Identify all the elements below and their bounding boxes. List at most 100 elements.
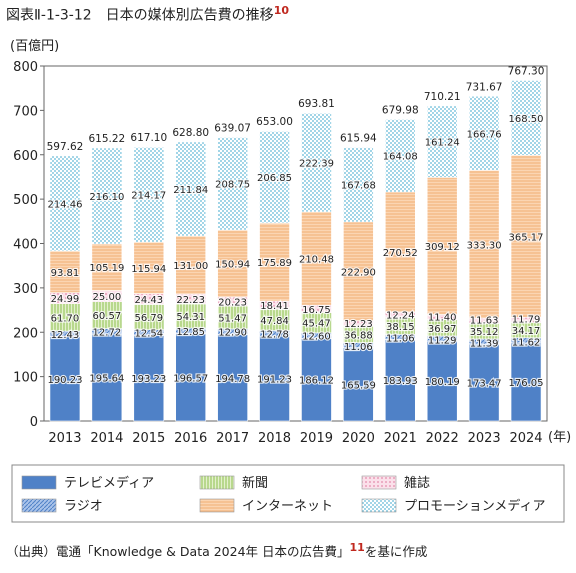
bar-total-label: 653.00 — [256, 116, 293, 128]
bar-value-halo: 222.39 — [299, 158, 334, 169]
bar-value-halo: 190.23 — [47, 375, 82, 386]
legend-item-新聞: 新聞 — [199, 475, 268, 491]
bar-value-label: 214.17 — [131, 191, 166, 202]
bar-value-label: 131.00 — [173, 261, 208, 272]
legend-item-インターネット: インターネット — [199, 498, 333, 514]
bar-segment-プロモーションメディア — [259, 130, 290, 224]
bar-value-halo: 309.12 — [425, 242, 460, 253]
bar-value-label: 18.41 — [260, 301, 289, 312]
bar-segment-プロモーションメディア — [175, 141, 207, 237]
y-tick-label: 400 — [13, 238, 38, 253]
bar-value-label: 36.88 — [344, 330, 373, 341]
bar-value-label: 180.19 — [425, 377, 460, 388]
bar-value-halo: 47.84 — [260, 316, 289, 327]
legend-swatch — [199, 498, 235, 513]
bar-value-label: 11.06 — [344, 342, 373, 353]
y-tick-label: 700 — [13, 104, 38, 119]
y-tick-label: 800 — [13, 60, 38, 75]
bar-value-label: 333.30 — [467, 240, 502, 251]
bar-value-halo: 25.00 — [93, 292, 122, 303]
legend-label: インターネット — [242, 499, 333, 514]
bar-value-label: 105.19 — [89, 263, 124, 274]
bar-value-label: 25.00 — [93, 292, 122, 303]
bar-value-halo: 183.93 — [383, 376, 418, 387]
bar-value-label: 12.60 — [302, 332, 331, 343]
bar-segment-テレビメディア — [301, 338, 332, 422]
bar-value-label: 195.64 — [89, 374, 124, 385]
bar-segment-プロモーションメディア — [426, 105, 458, 178]
bar-value-label: 175.89 — [257, 258, 292, 269]
bar-value-halo: 115.94 — [131, 264, 166, 275]
bar-value-label: 365.17 — [509, 232, 544, 243]
bar-value-halo: 35.12 — [470, 327, 499, 338]
bar-value-halo: 105.19 — [89, 263, 124, 274]
figure-title-ref: 10 — [273, 4, 289, 17]
bar-value-label: 150.94 — [215, 260, 250, 271]
bar-value-halo: 61.70 — [51, 313, 80, 324]
bar-value-halo: 11.63 — [470, 316, 499, 327]
bar-value-halo: 176.05 — [509, 378, 544, 389]
bar-total-label: 597.62 — [47, 141, 84, 153]
bar-2016: 196.57196.5712.8512.8554.3154.3122.2322.… — [172, 127, 209, 422]
bar-value-label: 12.43 — [51, 330, 80, 341]
bar-value-halo: 51.47 — [218, 313, 247, 324]
bar-value-label: 196.57 — [173, 373, 208, 384]
source-note: （出典）電通「Knowledge & Data 2024年 日本の広告費」11を… — [6, 541, 427, 560]
bar-2018: 191.23191.2312.7812.7847.8447.8418.4118.… — [256, 116, 293, 422]
source-suffix: を基に作成 — [364, 544, 428, 560]
x-tick-label: 2018 — [258, 431, 291, 446]
bar-segment-テレビメディア — [217, 334, 248, 422]
legend-label: テレビメディア — [64, 475, 154, 491]
bar-value-halo: 12.60 — [302, 332, 331, 343]
bar-value-label: 11.06 — [386, 334, 415, 345]
bar-total-label: 615.94 — [340, 132, 377, 144]
bar-2017: 194.78194.7812.9012.9051.4751.4720.2320.… — [214, 122, 251, 422]
bar-segment-インターネット — [175, 235, 207, 295]
bar-value-label: 173.47 — [467, 379, 502, 390]
legend-item-テレビメディア: テレビメディア — [21, 475, 154, 491]
figure-title-text: 図表Ⅱ-1-3-12 日本の媒体別広告費の推移 — [6, 7, 274, 24]
bar-value-halo: 164.08 — [383, 152, 418, 163]
y-axis: 0 100 200 300 400 500 600 700 800 — [13, 60, 44, 430]
bar-value-halo: 193.23 — [131, 374, 166, 385]
bar-value-halo: 180.19 — [425, 377, 460, 388]
bar-value-halo: 131.00 — [173, 261, 208, 272]
bar-segment-プロモーションメディア — [384, 118, 416, 193]
bar-segment-プロモーションメディア — [301, 112, 332, 213]
bar-value-halo: 270.52 — [383, 248, 418, 259]
bar-value-halo: 11.62 — [512, 338, 541, 349]
bar-value-halo: 333.30 — [467, 240, 502, 251]
bar-value-halo: 365.17 — [509, 232, 544, 243]
source-text: （出典）電通「Knowledge & Data 2024年 日本の広告費」 — [6, 544, 350, 560]
bar-segment-テレビメディア — [468, 343, 500, 422]
bar-value-label: 34.17 — [512, 326, 541, 337]
x-axis: 2013 2014 2015 2016 2017 2018 2019 2020 2021 2022… — [48, 431, 542, 446]
bar-value-label: 166.76 — [467, 129, 502, 140]
bar-segment-インターネット — [343, 221, 374, 322]
bar-value-label: 115.94 — [131, 264, 166, 275]
source-ref: 11 — [349, 541, 365, 554]
bar-value-halo: 173.47 — [467, 379, 502, 390]
bar-segment-インターネット — [301, 211, 332, 306]
bar-value-label: 309.12 — [425, 242, 460, 253]
bar-segment-テレビメディア — [510, 342, 542, 422]
bar-2022: 180.19180.1911.2911.2936.9736.9711.4011.… — [424, 91, 461, 422]
bar-value-label: 12.85 — [176, 327, 205, 338]
bar-value-halo: 24.43 — [134, 295, 163, 306]
bar-value-label: 183.93 — [383, 376, 418, 387]
bar-segment-新聞 — [175, 303, 207, 329]
bar-value-label: 222.39 — [299, 158, 334, 169]
bar-segment-インターネット — [49, 250, 81, 293]
bar-value-halo: 12.54 — [134, 328, 163, 339]
y-tick-label: 600 — [13, 149, 38, 164]
bar-value-halo: 54.31 — [176, 312, 205, 323]
bar-segment-新聞 — [49, 303, 81, 332]
bar-value-label: 194.78 — [215, 374, 250, 385]
bar-value-label: 12.90 — [218, 328, 247, 339]
bar-segment-インターネット — [510, 154, 542, 318]
bar-value-label: 35.12 — [470, 327, 499, 338]
bar-segment-インターネット — [259, 222, 290, 302]
bar-value-halo: 186.12 — [299, 376, 334, 387]
x-axis-label: (年) — [548, 430, 571, 445]
bar-value-label: 222.90 — [341, 267, 376, 278]
